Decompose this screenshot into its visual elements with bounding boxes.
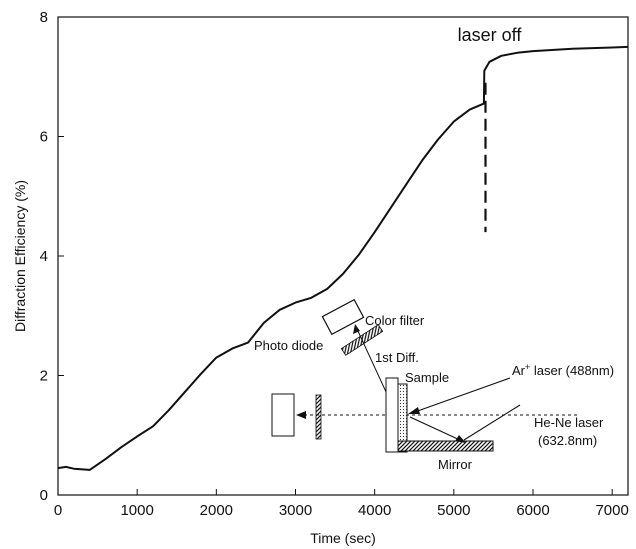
laser-off-annotation: laser off xyxy=(458,25,523,45)
x-tick-label: 3000 xyxy=(279,502,312,519)
ar-laser-label-suffix: laser (488nm) xyxy=(530,363,614,378)
photo-diode-label: Photo diode xyxy=(254,338,323,353)
y-axis-ticks: 0 2 4 6 8 xyxy=(40,9,64,504)
ar-laser-arrow-line xyxy=(411,377,511,414)
optical-setup-inset: Color filter Photo diode 1st Diff. Sampl… xyxy=(254,298,614,472)
y-tick-label: 2 xyxy=(40,368,48,385)
x-tick-label: 0 xyxy=(54,502,62,519)
first-diff-label: 1st Diff. xyxy=(375,350,419,365)
ar-laser-label-prefix: Ar xyxy=(512,363,526,378)
ar-laser-label: Ar+ laser (488nm) xyxy=(512,362,614,378)
diffraction-arrow-head xyxy=(353,324,360,334)
x-tick-label: 5000 xyxy=(437,502,470,519)
series-group xyxy=(57,45,629,471)
sample-plate-left xyxy=(385,377,399,453)
x-tick-label: 1000 xyxy=(120,502,153,519)
x-tick-label: 2000 xyxy=(200,502,233,519)
he-ne-laser-label-line2: (632.8nm) xyxy=(538,433,597,448)
mirror-label: Mirror xyxy=(438,457,473,472)
x-axis-label: Time (sec) xyxy=(310,530,376,546)
x-axis-ticks: 0 1000 2000 3000 4000 5000 6000 7000 xyxy=(54,489,629,519)
mirror-bar xyxy=(397,440,494,452)
he-ne-laser-line-incoming xyxy=(463,404,521,441)
x-tick-label: 4000 xyxy=(358,502,391,519)
sample-plate-right xyxy=(397,383,408,453)
y-tick-label: 8 xyxy=(40,9,48,26)
x-tick-label: 7000 xyxy=(595,502,628,519)
y-tick-label: 0 xyxy=(40,487,48,504)
he-ne-laser-line-to-mirror xyxy=(409,416,463,442)
photo-diode-box xyxy=(271,393,295,437)
he-ne-laser-arrow-head xyxy=(455,435,466,443)
sample-label: Sample xyxy=(405,370,449,385)
ar-laser-arrow-head xyxy=(408,407,420,414)
color-filter-box xyxy=(321,298,365,336)
color-filter-label: Color filter xyxy=(365,313,425,328)
ar-laser-label-superscript: + xyxy=(525,362,530,372)
series-line xyxy=(57,45,629,471)
detector-hatched-bar xyxy=(315,394,322,440)
y-axis-label: Diffraction Efficiency (%) xyxy=(12,180,28,332)
y-tick-label: 6 xyxy=(40,129,48,146)
probe-beam-arrow-head xyxy=(296,411,306,419)
he-ne-laser-label-line1: He-Ne laser xyxy=(534,415,604,430)
y-tick-label: 4 xyxy=(40,248,48,265)
x-tick-label: 6000 xyxy=(516,502,549,519)
